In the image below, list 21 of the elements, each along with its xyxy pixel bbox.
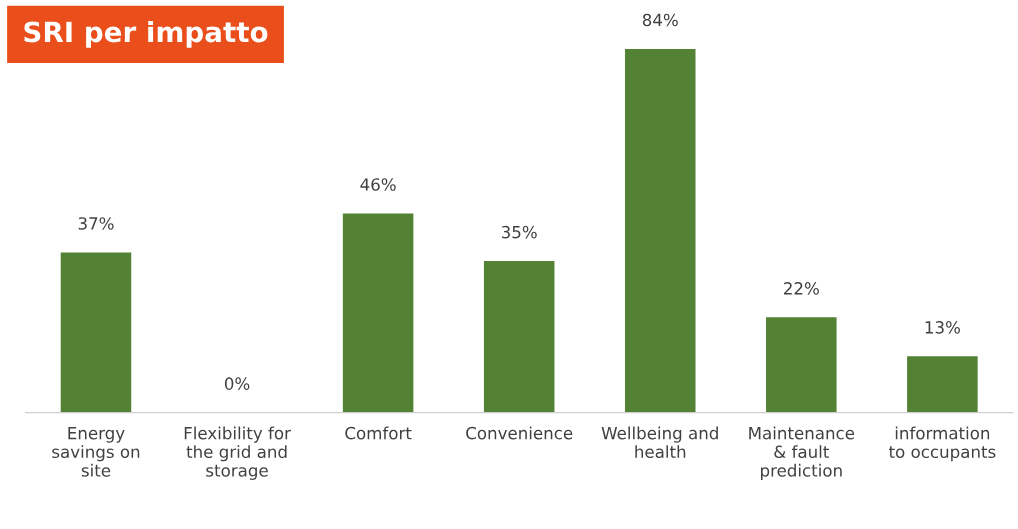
- data-label: 22%: [784, 282, 819, 295]
- data-label: 37%: [78, 217, 114, 230]
- chart-title: SRI per impatto: [24, 20, 268, 48]
- bar: [342, 213, 414, 413]
- bar: [624, 48, 696, 413]
- x-tick-label: information to occupants: [888, 426, 996, 462]
- bar: [483, 261, 555, 413]
- data-label: 13%: [925, 321, 960, 334]
- x-tick-label: Comfort: [345, 426, 412, 440]
- x-tick-label: Energy savings on site: [52, 427, 140, 477]
- bar: [766, 317, 837, 413]
- data-label: 46%: [360, 178, 396, 191]
- data-label: 0%: [224, 377, 250, 390]
- bar: [60, 252, 132, 413]
- data-label: 84%: [642, 13, 678, 27]
- bar: [907, 356, 978, 413]
- x-tick-label: Flexibility for the grid and storage: [184, 426, 291, 480]
- data-label: 35%: [501, 225, 537, 239]
- x-tick-label: Convenience: [466, 426, 573, 440]
- x-tick-label: Maintenance & fault prediction: [749, 426, 855, 480]
- x-tick-label: Wellbeing and health: [601, 426, 718, 459]
